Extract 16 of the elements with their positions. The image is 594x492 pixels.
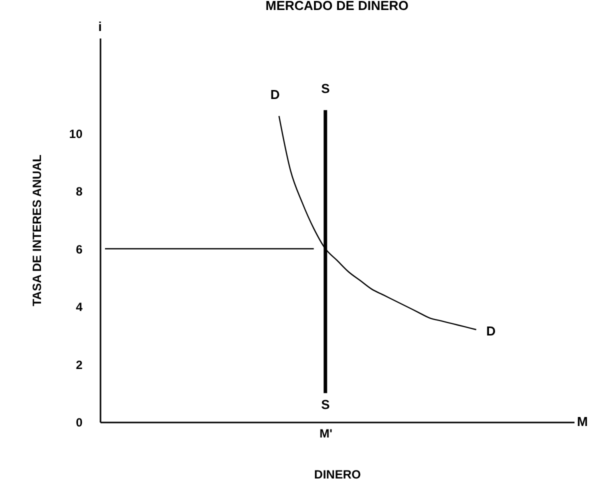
x-axis-title: DINERO: [314, 468, 361, 482]
annotation: S: [321, 397, 330, 412]
text: M: [577, 414, 588, 429]
annotation: D: [486, 324, 496, 339]
x-tick-label: M': [319, 426, 332, 440]
annotation: S: [321, 81, 330, 96]
y-tick-label: 8: [76, 184, 83, 199]
y-axis-title: TASA DE INTERES ANUAL: [30, 154, 44, 306]
y-tick-label: 6: [76, 242, 83, 256]
y-tick-label: 2: [76, 358, 83, 372]
annotation: D: [270, 86, 280, 102]
y-tick-label: 0: [76, 416, 83, 430]
y-tick-label: 4: [76, 300, 83, 314]
y-tick-label: 10: [69, 126, 83, 141]
chart-title: MERCADO DE DINERO: [265, 0, 409, 13]
text: i: [98, 19, 102, 34]
